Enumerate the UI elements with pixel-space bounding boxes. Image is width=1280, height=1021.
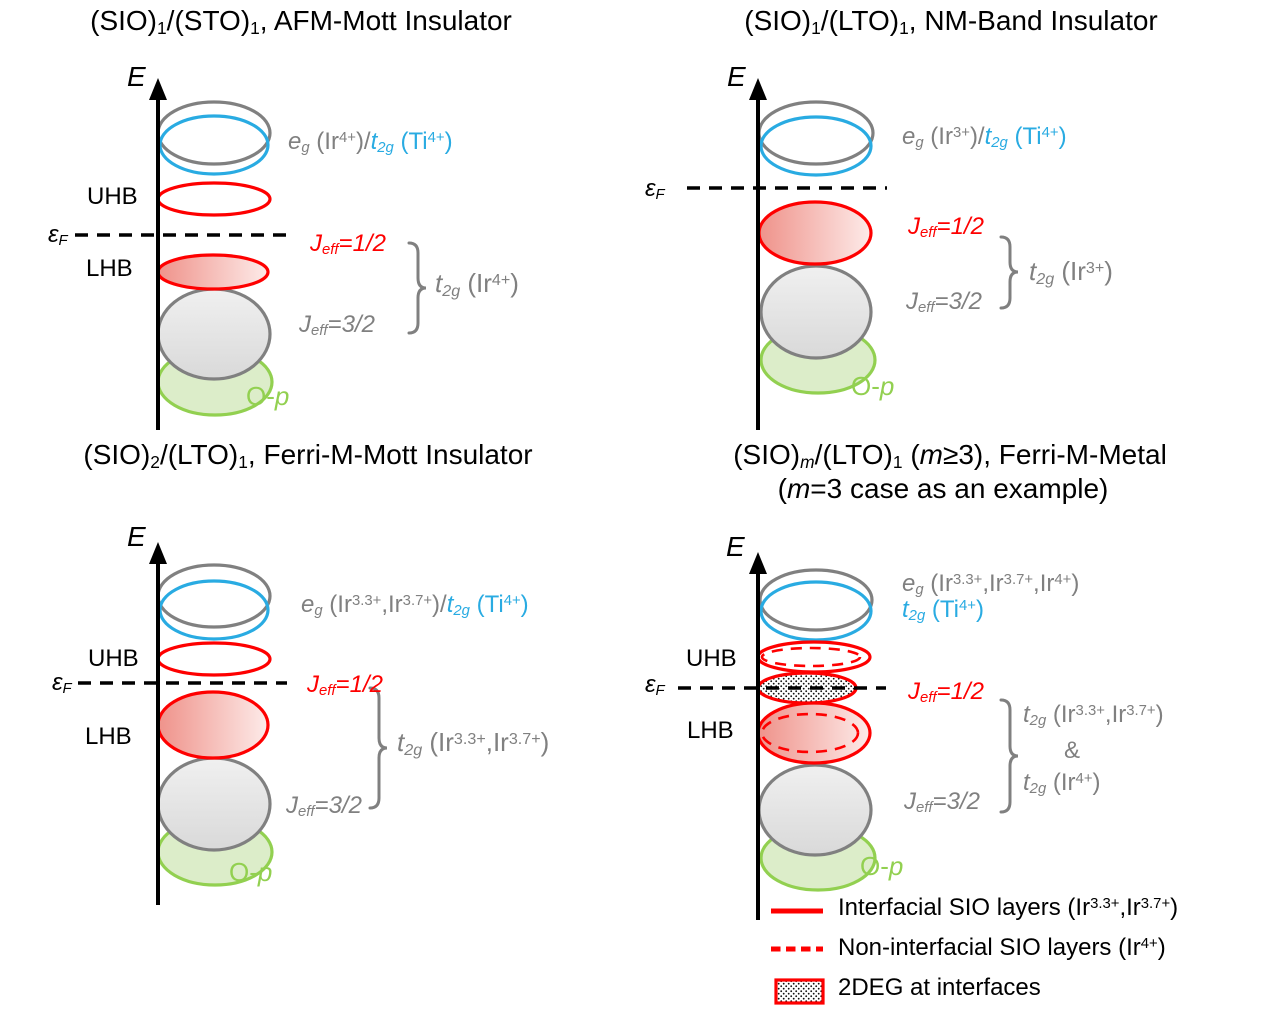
p3-energy-axis-arrowhead: [149, 542, 167, 564]
p4-jeff-half-label: Jeff=1/2: [908, 678, 984, 707]
p1-lhb-label: LHB: [86, 255, 133, 282]
p3-eg-label-blue-part: t2g (Ti4+): [446, 591, 529, 620]
p3-uhb-label: UHB: [88, 645, 139, 672]
p4-t2g-bracket-amp: &: [1064, 737, 1081, 764]
p1-t2g-bracket-label: t2g (Ir4+): [435, 268, 519, 300]
p3-uhb-band-ellipse: [156, 641, 272, 677]
p2-energy-axis-arrowhead: [749, 78, 767, 100]
p3-t2g-bracket: [368, 686, 388, 810]
p1-jeff-half-label: Jeff=1/2: [310, 230, 386, 259]
legend-item-interfacial-label: Interfacial SIO layers (Ir3.3+,Ir3.7+): [838, 894, 1179, 921]
p3-lhb-band-ellipse: [156, 690, 270, 760]
p3-jeff-three-half-label: Jeff=3/2: [286, 792, 362, 821]
p1-uhb-label: UHB: [87, 183, 138, 210]
panel4-subtitle: (m=3 case as an example): [777, 473, 1109, 504]
p2-jeff-half-label: Jeff=1/2: [908, 213, 984, 242]
p3-eg-label-gray-part: eg (Ir3.3+,Ir3.7+)/: [301, 591, 447, 620]
p4-uhb-label: UHB: [686, 645, 737, 672]
p1-eg-band-ellipse: [156, 100, 272, 166]
p4-t2g-bracket: [999, 698, 1019, 814]
p2-j12-band-ellipse: [757, 200, 873, 266]
p3-fermi-label: εF: [52, 669, 72, 698]
p1-j32-band-ellipse: [156, 287, 272, 381]
p4-fermi-label: εF: [645, 671, 665, 700]
p4-t2g-bracket-label-bottom: t2g (Ir4+): [1023, 769, 1101, 798]
p2-j32-band-ellipse: [759, 264, 873, 360]
p1-t2g-bracket: [407, 241, 427, 335]
p4-uhb-band-ellipse: [756, 640, 872, 674]
legend-item-2deg-label: 2DEG at interfaces: [838, 974, 1041, 1001]
p3-lhb-label: LHB: [85, 723, 132, 750]
p4-lhb-label: LHB: [687, 717, 734, 744]
p1-energy-axis-label: E: [127, 61, 146, 92]
p3-j32-band-ellipse: [156, 756, 272, 852]
p4-energy-axis-arrowhead: [749, 552, 767, 574]
p2-op-label: O-p: [851, 371, 895, 401]
p4-lhb-noninterfacial-dashed-ellipse: [760, 712, 860, 754]
p4-jeff-three-half-label: Jeff=3/2: [904, 788, 980, 817]
p2-jeff-three-half-label: Jeff=3/2: [906, 288, 982, 317]
p1-fermi-label: εF: [48, 221, 68, 250]
p1-jeff-three-half-label: Jeff=3/2: [299, 311, 375, 340]
p1-op-label: O-p: [246, 381, 290, 411]
p4-eg-band-ellipse: [758, 568, 874, 632]
p1-eg-label-blue-part: t2g (Ti4+): [370, 128, 453, 157]
p3-op-label: O-p: [229, 857, 273, 887]
p3-eg-band-ellipse: [156, 563, 272, 629]
p3-jeff-half-label: Jeff=1/2: [307, 671, 383, 700]
p2-eg-band-label: eg (Ir3+)/t2g (Ti4+): [902, 123, 1067, 152]
p1-uhb-band-ellipse: [156, 181, 272, 217]
p3-t2g-bracket-label: t2g (Ir3.3+,Ir3.7+): [397, 727, 550, 759]
p4-eg-band-label: eg (Ir3.3+,Ir3.7+,Ir4+): [902, 570, 1080, 599]
legend-hatched-box-swatch: [774, 978, 825, 1005]
p1-eg-label-gray-part: eg (Ir4+)/: [288, 128, 371, 157]
p2-eg-label-blue-part: t2g (Ti4+): [984, 123, 1067, 152]
p4-lhb-band-ellipse: [756, 701, 872, 765]
p4-energy-axis-label: E: [726, 531, 745, 562]
p3-energy-axis-label: E: [127, 521, 146, 552]
p1-energy-axis-arrowhead: [149, 78, 167, 100]
p1-eg-band-label: eg (Ir4+)/t2g (Ti4+): [288, 128, 453, 157]
p2-fermi-label: εF: [645, 175, 665, 204]
p4-op-label: O-p: [860, 851, 904, 881]
p4-t2g-bracket-label-top: t2g (Ir3.3+,Ir3.7+): [1023, 701, 1164, 730]
p4-uhb-noninterfacial-dashed-ellipse: [760, 646, 862, 668]
p4-t2g-ti-band-label: t2g (Ti4+): [902, 596, 984, 625]
p3-t2g-ti-band-ellipse: [158, 579, 270, 641]
panel1-title: (SIO)1/(STO)1, AFM-Mott Insulator: [90, 5, 512, 38]
p2-eg-label-gray-part: eg (Ir3+)/: [902, 123, 985, 152]
p1-lhb-band-ellipse: [156, 253, 270, 291]
p2-t2g-ti-band-ellipse: [759, 115, 873, 177]
p2-t2g-bracket: [999, 235, 1019, 310]
panel2-title: (SIO)1/(LTO)1, NM-Band Insulator: [744, 5, 1158, 38]
p4-t2g-ti-band-ellipse: [759, 580, 873, 642]
p2-energy-axis-label: E: [727, 61, 746, 92]
panel4-title: (SIO)m/(LTO)1 (m≥3), Ferri-M-Metal: [733, 439, 1167, 472]
legend-item-noninterfacial-label: Non-interfacial SIO layers (Ir4+): [838, 934, 1166, 961]
p3-eg-band-label: eg (Ir3.3+,Ir3.7+)/t2g (Ti4+): [301, 591, 529, 620]
p4-j32-band-ellipse: [757, 763, 873, 857]
p2-eg-band-ellipse: [757, 100, 875, 166]
p2-t2g-bracket-label: t2g (Ir3+): [1029, 256, 1113, 288]
panel3-title: (SIO)2/(LTO)1, Ferri-M-Mott Insulator: [83, 439, 533, 472]
